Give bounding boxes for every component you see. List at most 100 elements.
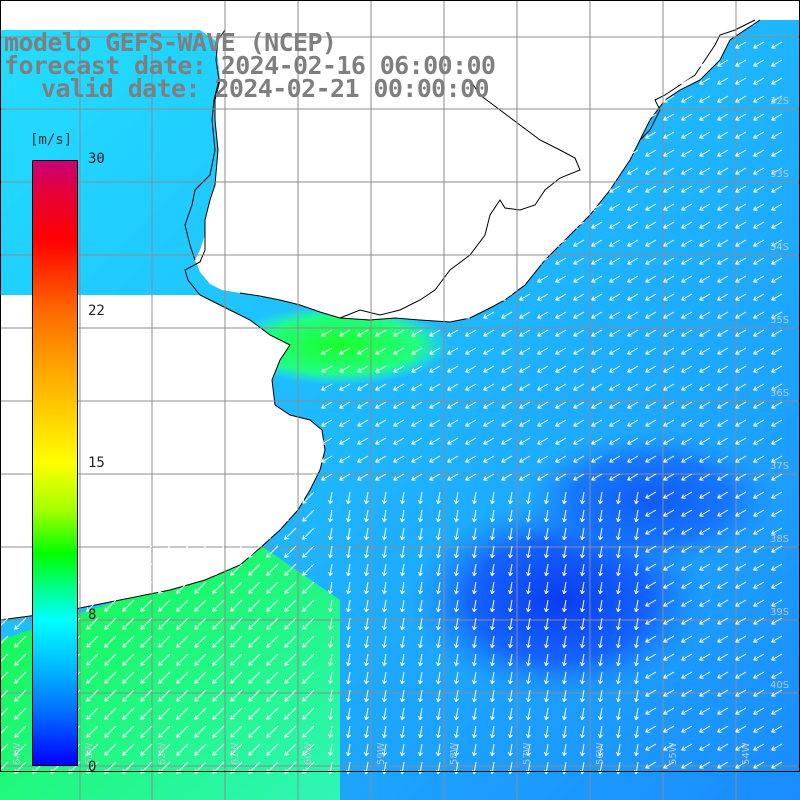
wind-arrow-head bbox=[617, 608, 621, 613]
wind-arrow-head bbox=[212, 643, 215, 648]
wind-arrow bbox=[176, 545, 189, 558]
wind-arrow-head bbox=[634, 643, 637, 648]
wind-arrow-head bbox=[248, 645, 253, 648]
wind-arrow-head bbox=[645, 116, 648, 121]
wind-arrow-head bbox=[465, 458, 468, 463]
wind-arrow bbox=[753, 131, 765, 139]
wind-arrow-head bbox=[347, 590, 351, 595]
wind-arrow bbox=[321, 455, 333, 463]
wind-arrow bbox=[555, 311, 567, 319]
wind-arrow bbox=[591, 257, 603, 265]
wind-arrow-head bbox=[176, 735, 181, 738]
wind-arrow bbox=[735, 635, 747, 643]
wind-arrow-head bbox=[753, 494, 756, 499]
wind-arrow-head bbox=[717, 278, 720, 283]
wind-arrow-head bbox=[419, 734, 423, 739]
wind-arrow-head bbox=[544, 625, 547, 630]
wind-arrow-head bbox=[598, 697, 601, 702]
wind-arrow-head bbox=[555, 386, 558, 391]
wind-arrow bbox=[429, 401, 441, 409]
wind-arrow-head bbox=[347, 680, 351, 685]
wind-arrow bbox=[735, 707, 747, 715]
wind-arrow-head bbox=[122, 643, 125, 648]
wind-arrow bbox=[771, 437, 783, 445]
wind-arrow bbox=[194, 545, 207, 558]
wind-arrow-head bbox=[302, 661, 305, 666]
wind-arrow bbox=[365, 527, 369, 540]
wind-arrow-head bbox=[212, 663, 217, 666]
wind-arrow bbox=[140, 743, 153, 756]
wind-arrow bbox=[483, 419, 495, 427]
wind-arrow-head bbox=[555, 296, 558, 301]
wind-arrow-head bbox=[699, 98, 702, 103]
wind-arrow-head bbox=[302, 753, 307, 756]
wind-arrow-head bbox=[526, 499, 529, 504]
wind-arrow-head bbox=[663, 242, 666, 247]
wind-arrow bbox=[635, 653, 639, 666]
wind-arrow bbox=[681, 725, 693, 733]
wind-arrow-head bbox=[663, 710, 666, 715]
wind-arrow-head bbox=[699, 314, 702, 319]
wind-arrow-head bbox=[472, 715, 475, 720]
wind-arrow-head bbox=[419, 518, 423, 523]
wind-arrow bbox=[573, 293, 585, 301]
wind-arrow bbox=[635, 635, 639, 648]
wind-arrow-head bbox=[140, 679, 143, 684]
wind-arrow-head bbox=[365, 752, 369, 757]
wind-arrow bbox=[599, 527, 603, 540]
wind-arrow-head bbox=[284, 501, 289, 504]
wind-arrow-head bbox=[753, 314, 756, 319]
wind-arrow bbox=[483, 293, 495, 301]
wind-arrow bbox=[699, 707, 711, 715]
wind-arrow-head bbox=[681, 170, 684, 175]
wind-arrow-head bbox=[617, 752, 621, 757]
wind-arrow-head bbox=[699, 710, 702, 715]
wind-arrow-head bbox=[508, 697, 511, 702]
wind-arrow bbox=[419, 671, 423, 684]
wind-arrow-head bbox=[419, 680, 423, 685]
wind-arrow bbox=[158, 599, 171, 612]
wind-arrow-head bbox=[346, 697, 349, 702]
wind-arrow bbox=[599, 599, 603, 612]
wind-arrow-head bbox=[194, 753, 199, 756]
wind-arrow bbox=[401, 599, 405, 612]
wind-arrow-head bbox=[140, 625, 143, 630]
wind-arrow bbox=[140, 671, 153, 684]
wind-arrow-head bbox=[14, 643, 17, 648]
wind-arrow-head bbox=[545, 662, 549, 667]
wind-arrow bbox=[555, 347, 567, 355]
wind-arrow-head bbox=[617, 662, 621, 667]
wind-arrow-head bbox=[545, 716, 549, 721]
wind-arrow bbox=[266, 545, 279, 558]
wind-arrow bbox=[753, 257, 765, 265]
wind-arrow-head bbox=[491, 626, 495, 631]
wind-arrow bbox=[329, 581, 333, 594]
lon-label: 59W bbox=[376, 742, 387, 765]
wind-arrow bbox=[176, 563, 189, 576]
wind-arrow-head bbox=[627, 152, 630, 157]
wind-arrow-head bbox=[509, 734, 513, 739]
wind-arrow-head bbox=[212, 553, 215, 558]
wind-arrow-head bbox=[645, 728, 648, 733]
wind-arrow-head bbox=[158, 573, 163, 576]
wind-arrow bbox=[491, 743, 495, 756]
wind-arrow-head bbox=[411, 422, 414, 427]
wind-arrow bbox=[581, 725, 585, 738]
wind-arrow bbox=[681, 131, 693, 139]
wind-arrow bbox=[663, 203, 675, 211]
colorbar-tick: 30 bbox=[88, 151, 105, 167]
wind-arrow bbox=[555, 293, 567, 301]
wind-arrow-head bbox=[382, 733, 385, 738]
wind-arrow-head bbox=[266, 627, 271, 630]
wind-arrow-head bbox=[346, 571, 349, 576]
wind-arrow-head bbox=[562, 643, 565, 648]
wind-arrow-head bbox=[383, 590, 387, 595]
wind-arrow-head bbox=[599, 500, 603, 505]
wind-arrow-head bbox=[465, 350, 468, 355]
wind-arrow bbox=[347, 743, 351, 756]
wind-arrow bbox=[473, 707, 477, 720]
wind-arrow-head bbox=[563, 536, 567, 541]
wind-arrow-head bbox=[364, 751, 367, 756]
wind-arrow-head bbox=[599, 572, 603, 577]
wind-arrow-head bbox=[634, 499, 637, 504]
